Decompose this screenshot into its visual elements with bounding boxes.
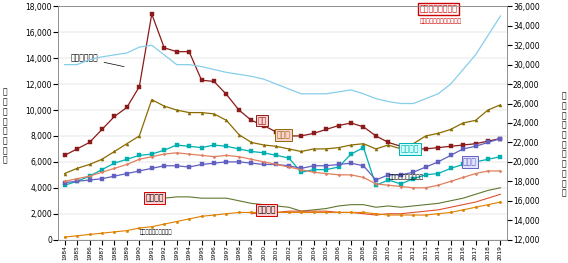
Text: 旅
館
の
市
場
規
模
（
億
円
）: 旅 館 の 市 場 規 模 （ 億 円 ） bbox=[561, 92, 566, 198]
Text: 貸切バス: 貸切バス bbox=[258, 205, 276, 214]
Text: 過去最大規模更新: 過去最大規模更新 bbox=[420, 4, 457, 13]
Text: 市
場
規
模
（
億
円
）: 市 場 規 模 （ 億 円 ） bbox=[2, 88, 7, 165]
Text: 遂園地・テーマパーク: 遂園地・テーマパーク bbox=[389, 174, 423, 180]
Text: 旅館（右軸）: 旅館（右軸） bbox=[71, 54, 124, 67]
Text: ホテル: ホテル bbox=[276, 130, 290, 139]
Text: 旅行業: 旅行業 bbox=[463, 158, 477, 166]
Text: 会員制リゾートクラブ: 会員制リゾートクラブ bbox=[139, 230, 172, 235]
Text: 赤枟は前年より増加した分: 赤枟は前年より増加した分 bbox=[420, 18, 461, 24]
Text: 海外旅行: 海外旅行 bbox=[401, 144, 419, 154]
Text: 鉄道: 鉄道 bbox=[258, 116, 267, 125]
Text: 国内航空: 国内航空 bbox=[145, 194, 164, 203]
